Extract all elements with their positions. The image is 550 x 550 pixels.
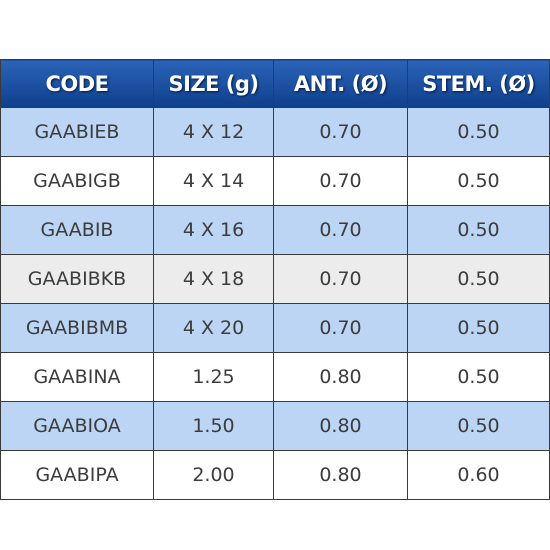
- table-cell: GAABIEB: [0, 107, 154, 157]
- header-cell: ANT. (Ø): [273, 59, 408, 108]
- table-row: GAABIBKB 4 X 18 0.70 0.50: [0, 254, 550, 304]
- table-cell: 0.50: [407, 303, 550, 353]
- table-cell: 0.70: [273, 205, 408, 255]
- table-cell: 0.70: [273, 156, 408, 206]
- table-cell: 0.50: [407, 352, 550, 402]
- table-cell: 4 X 12: [153, 107, 274, 157]
- table-cell: 0.70: [273, 107, 408, 157]
- table-cell: GAABIPA: [0, 450, 154, 500]
- table-cell: 0.50: [407, 254, 550, 304]
- table-row: GAABIOA 1.50 0.80 0.50: [0, 401, 550, 451]
- table-cell: 1.50: [153, 401, 274, 451]
- table-body: GAABIEB 4 X 12 0.70 0.50 GAABIGB 4 X 14 0.70 0.…: [0, 107, 550, 500]
- header-cell: SIZE (g): [153, 59, 274, 108]
- header-cell: CODE: [0, 59, 154, 108]
- table-cell: 4 X 16: [153, 205, 274, 255]
- table-cell: GAABINA: [0, 352, 154, 402]
- table-row: GAABINA 1.25 0.80 0.50: [0, 352, 550, 402]
- table-row: GAABIBMB 4 X 20 0.70 0.50: [0, 303, 550, 353]
- table-cell: 0.50: [407, 107, 550, 157]
- table-cell: 0.80: [273, 450, 408, 500]
- table-cell: GAABIB: [0, 205, 154, 255]
- table-cell: 4 X 14: [153, 156, 274, 206]
- table-cell: 1.25: [153, 352, 274, 402]
- table-cell: 0.70: [273, 303, 408, 353]
- header-cell: STEM. (Ø): [407, 59, 550, 108]
- table-cell: 0.50: [407, 205, 550, 255]
- table-cell: GAABIBKB: [0, 254, 154, 304]
- table-row: GAABIPA 2.00 0.80 0.60: [0, 450, 550, 500]
- table-cell: 0.80: [273, 352, 408, 402]
- table-cell: 2.00: [153, 450, 274, 500]
- spec-table: CODE SIZE (g) ANT. (Ø) STEM. (Ø) GAABIEB…: [0, 59, 550, 500]
- table-header: CODE SIZE (g) ANT. (Ø) STEM. (Ø): [0, 59, 550, 108]
- table-cell: 0.60: [407, 450, 550, 500]
- table-cell: 0.50: [407, 156, 550, 206]
- table-cell: GAABIGB: [0, 156, 154, 206]
- table-cell: 0.70: [273, 254, 408, 304]
- table-cell: 0.80: [273, 401, 408, 451]
- table-row: GAABIEB 4 X 12 0.70 0.50: [0, 107, 550, 157]
- table-row: GAABIB 4 X 16 0.70 0.50: [0, 205, 550, 255]
- table-cell: GAABIOA: [0, 401, 154, 451]
- header-row: CODE SIZE (g) ANT. (Ø) STEM. (Ø): [0, 59, 550, 108]
- table-cell: 0.50: [407, 401, 550, 451]
- table-cell: 4 X 20: [153, 303, 274, 353]
- table-cell: 4 X 18: [153, 254, 274, 304]
- table-row: GAABIGB 4 X 14 0.70 0.50: [0, 156, 550, 206]
- table-cell: GAABIBMB: [0, 303, 154, 353]
